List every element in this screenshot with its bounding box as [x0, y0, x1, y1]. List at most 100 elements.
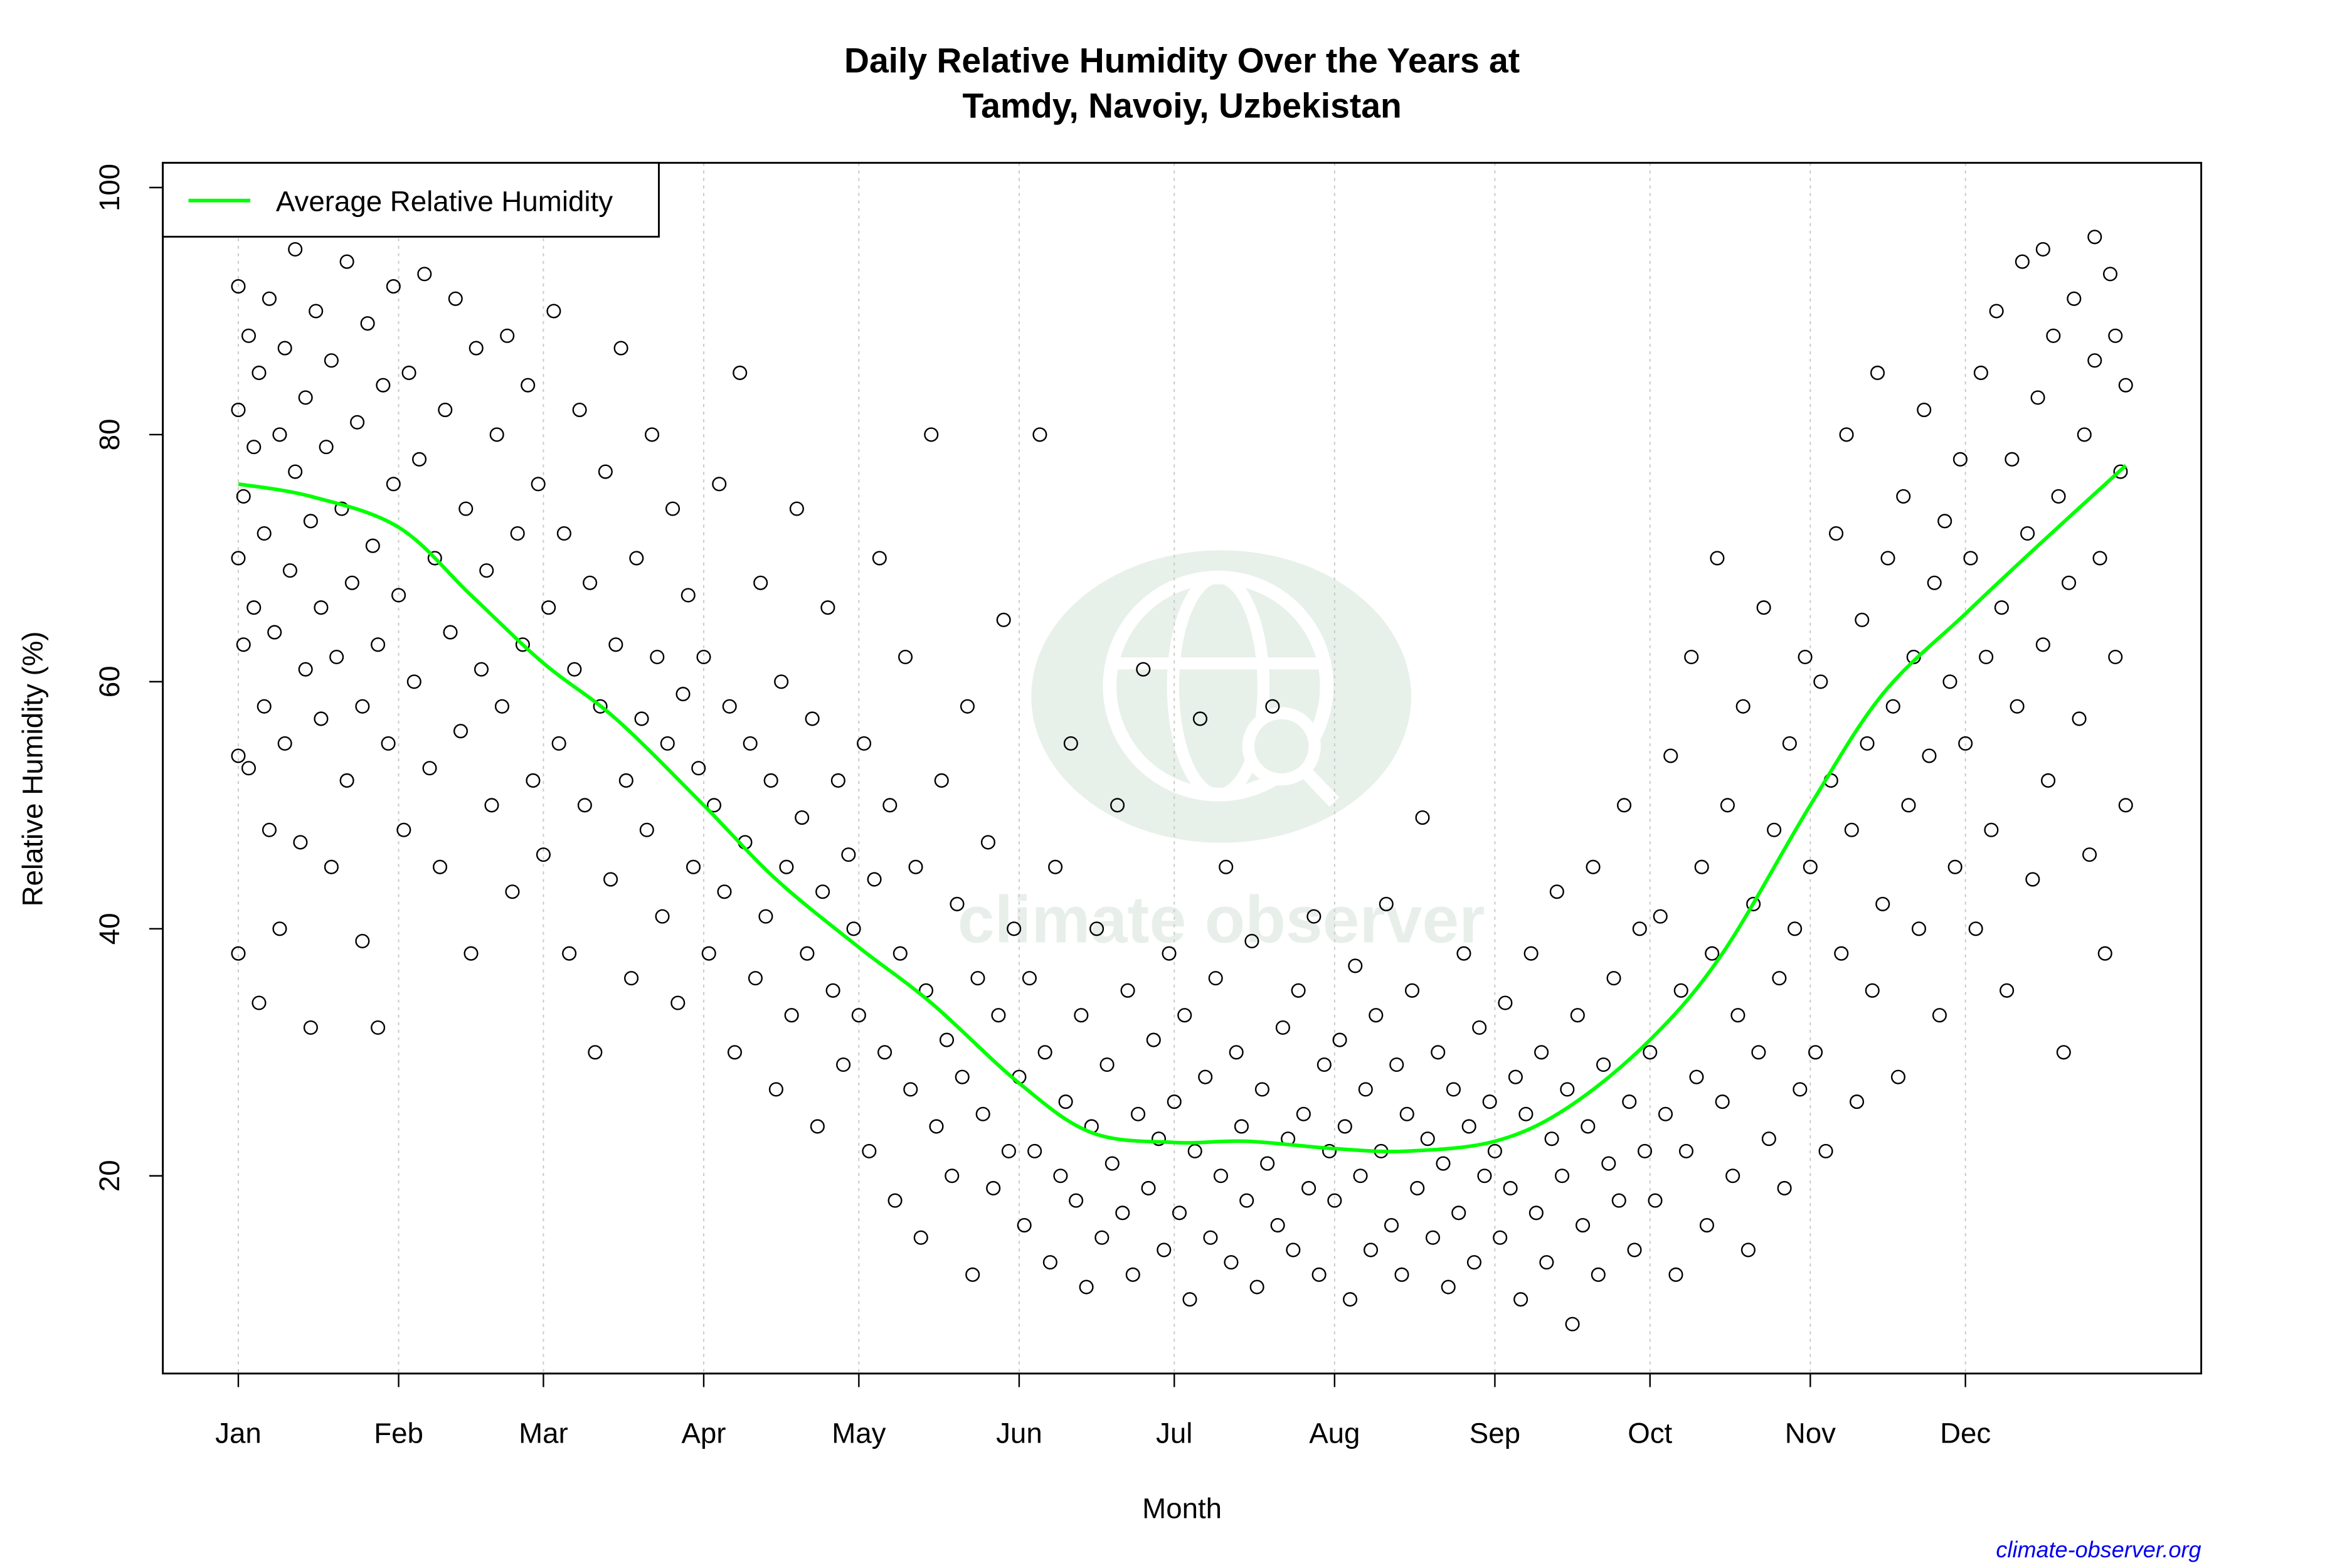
data-point	[1534, 1045, 1549, 1060]
data-point	[288, 464, 303, 479]
data-point	[763, 773, 778, 788]
data-point	[1932, 1008, 1947, 1023]
data-point	[1596, 1057, 1611, 1073]
data-point	[381, 736, 396, 751]
data-point	[1110, 798, 1125, 813]
data-point	[2025, 872, 2040, 887]
data-point	[365, 538, 380, 553]
data-point	[257, 699, 272, 714]
data-point	[1032, 427, 1047, 442]
data-point	[1089, 921, 1104, 936]
x-tick-label-dec: Dec	[1940, 1417, 1991, 1449]
data-point	[1896, 489, 1911, 504]
x-tick-label-feb: Feb	[374, 1417, 423, 1449]
month-gridlines	[238, 162, 1966, 1374]
data-point	[2051, 489, 2066, 504]
data-point	[748, 971, 763, 986]
data-point	[588, 1045, 603, 1060]
data-point	[505, 884, 520, 899]
data-point	[686, 859, 701, 874]
data-point	[1952, 452, 1968, 467]
data-point	[1007, 921, 1022, 936]
data-point	[2015, 254, 2030, 269]
credit-link[interactable]: climate-observer.org	[1996, 1537, 2201, 1562]
data-point	[443, 625, 458, 640]
data-point	[1042, 1255, 1057, 1270]
data-point	[603, 872, 618, 887]
data-point	[608, 637, 623, 652]
data-point	[991, 1008, 1006, 1023]
data-point	[386, 477, 401, 492]
data-point	[1125, 1267, 1140, 1282]
data-point	[593, 699, 608, 714]
data-point	[1192, 711, 1208, 726]
chart-subtitle: Tamdy, Navoiy, Uzbekistan	[962, 87, 1401, 125]
data-point	[1425, 1230, 1441, 1245]
data-point	[1322, 1143, 1337, 1158]
data-point	[929, 1119, 944, 1134]
data-point	[298, 662, 313, 677]
data-point	[743, 736, 758, 751]
data-point	[1963, 551, 1978, 566]
data-point	[691, 761, 706, 776]
data-point	[768, 1082, 783, 1097]
data-point	[1591, 1267, 1606, 1282]
y-tick-label-100: 100	[93, 164, 125, 211]
data-point	[2020, 526, 2035, 541]
data-point	[2092, 551, 2107, 566]
data-point	[1808, 1045, 1823, 1060]
data-point	[675, 687, 691, 702]
data-point	[371, 1020, 386, 1035]
data-point	[1498, 995, 1513, 1010]
data-point	[231, 403, 246, 418]
data-point	[1917, 403, 1932, 418]
data-point	[862, 1143, 877, 1158]
data-point	[639, 822, 654, 837]
data-point	[339, 254, 354, 269]
data-point	[257, 526, 272, 541]
data-point	[1410, 1180, 1425, 1195]
data-point	[970, 971, 985, 986]
data-point	[1570, 1008, 1585, 1023]
data-point	[1058, 1094, 1073, 1110]
data-point	[360, 316, 375, 331]
data-point	[303, 1020, 318, 1035]
data-point	[598, 464, 613, 479]
data-point	[309, 304, 324, 319]
data-point	[536, 847, 551, 862]
data-point	[1611, 1193, 1626, 1208]
data-point	[1735, 699, 1751, 714]
data-point	[924, 427, 939, 442]
data-point	[1793, 1082, 1808, 1097]
y-tick-label-40: 40	[93, 913, 125, 945]
data-point	[1311, 1267, 1327, 1282]
data-point	[1788, 921, 1803, 936]
data-point	[236, 637, 251, 652]
data-point	[722, 699, 737, 714]
data-point	[634, 711, 649, 726]
data-point	[903, 1082, 918, 1097]
data-point	[2035, 637, 2050, 652]
data-point	[1911, 921, 1927, 936]
data-point	[551, 736, 566, 751]
data-point	[277, 736, 292, 751]
data-point	[1947, 859, 1963, 874]
data-point	[334, 501, 349, 516]
data-point	[231, 946, 246, 961]
data-point	[1343, 1292, 1358, 1307]
data-point	[846, 921, 861, 936]
data-point	[1441, 1279, 1456, 1295]
data-point	[836, 1057, 851, 1073]
data-point	[1239, 1193, 1254, 1208]
watermark-text: climate observer	[958, 882, 1485, 956]
data-point	[1958, 736, 1973, 751]
data-point	[1379, 896, 1394, 911]
data-point	[500, 328, 515, 343]
data-point	[1855, 612, 1870, 627]
data-point	[1942, 674, 1957, 689]
data-point	[406, 674, 421, 689]
data-point	[1141, 1180, 1156, 1195]
data-point	[344, 575, 359, 590]
data-point	[1555, 1168, 1570, 1184]
data-point	[562, 946, 577, 961]
